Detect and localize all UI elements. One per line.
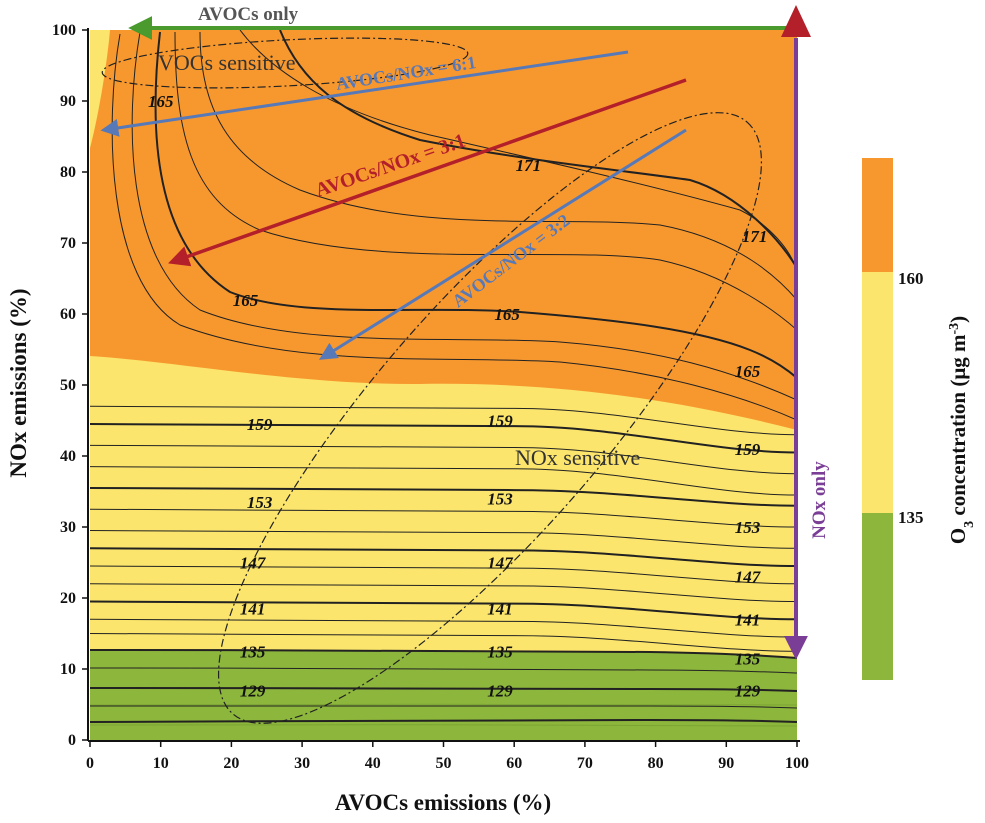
sensitivity-regions [101,37,763,724]
contour-label-159: 159 [247,415,273,434]
x-tick-label: 60 [506,755,522,772]
contour-label-153: 153 [247,493,273,512]
colorbar-title: O3 concentration (μg m-3) [946,316,977,544]
contour-line-minor [90,444,797,475]
contour-label-135: 135 [735,649,761,668]
contour-label-129: 129 [735,681,761,700]
contour-label-165: 165 [233,291,259,310]
contour-thin-d [111,33,797,421]
x-tick-label: 30 [294,755,310,772]
x-tick-label: 90 [718,755,734,772]
y-tick-label: 20 [60,590,76,607]
contour-label-165: 165 [494,305,520,324]
x-axis-title: AVOCs emissions (%) [335,790,551,815]
contour-line-minor [90,633,797,652]
contour-label-129: 129 [487,681,513,700]
y-tick-label: 90 [60,93,76,110]
contour-line-major [90,486,797,507]
x-tick-label: 0 [86,755,94,772]
contour-label-129: 129 [240,681,266,700]
contour-line-major [90,423,797,454]
contour-label-141: 141 [240,600,266,619]
x-tick-label: 50 [436,755,452,772]
contour-line-major [90,547,797,568]
x-ticks: 0 10 20 30 40 50 60 70 80 90 100 [86,741,809,772]
x-tick-label: 40 [365,755,381,772]
colorbar-band-low [862,513,893,680]
contour-label-159: 159 [735,440,761,459]
vocs-sensitive-ellipse [101,37,469,89]
y-ticks: 0 10 20 30 40 50 60 70 80 90 100 [52,22,88,749]
ratio-3-1-arrow [168,78,687,267]
avocs-only-label: AVOCs only [198,4,299,25]
contour-label-147: 147 [735,568,762,587]
contour-line-minor [90,530,797,549]
colorbar-band-high [862,158,893,272]
y-tick-label: 50 [60,377,76,394]
nox-sensitive-ellipse [217,112,763,724]
y-tick-label: 100 [52,22,76,39]
contour-label-153: 153 [487,490,513,509]
y-tick-label: 80 [60,164,76,181]
green-bands [90,703,797,727]
nox-sensitive-label: NOx sensitive [515,445,640,470]
contour-label-141: 141 [735,610,761,629]
colorbar-tick-135: 135 [898,508,924,527]
contour-label-165: 165 [148,92,174,111]
contour-line-minor [90,466,797,496]
contour-label-147: 147 [240,554,267,573]
nox-only-label: NOx only [809,461,830,539]
region-mid [90,356,797,740]
contour-line-minor [90,618,797,638]
y-tick-label: 40 [60,448,76,465]
contour-label-135: 135 [240,642,266,661]
colorbar-band-mid [862,272,893,513]
contour-label-153: 153 [735,518,761,537]
contour-line-minor [90,583,797,603]
region-top-left [90,30,110,148]
contour-mid-thin-a [199,31,797,301]
contour-label-147: 147 [487,554,514,573]
contour-line-minor [90,405,797,436]
contour-label-159: 159 [487,412,513,431]
contour-165-main [154,31,797,379]
y-tick-label: 70 [60,235,76,252]
contour-label-165: 165 [735,362,761,381]
contour-mid-thin-b [174,31,797,331]
colorbar: 160 135 O3 concentration (μg m-3) [862,158,977,680]
contour-line-major [90,600,797,621]
red-triangle-marker [781,5,811,37]
contour-129 [90,687,797,692]
x-tick-label: 20 [223,755,239,772]
y-tick-label: 10 [60,661,76,678]
y-tick-label: 0 [68,732,76,749]
x-tick-label: 100 [785,755,809,772]
contour-line-minor [90,508,797,528]
contour-label-135: 135 [487,642,513,661]
contour-labels: 171 171 165 165 165 165 159 159 159 153 153 153 147 1… [148,92,768,700]
contour-135 [90,649,797,659]
x-tick-label: 10 [153,755,169,772]
filled-regions [90,30,797,740]
ratio-3-2-arrow [318,128,687,360]
y-tick-label: 60 [60,306,76,323]
contour-label-141: 141 [487,600,513,619]
x-tick-label: 80 [648,755,664,772]
contour-label-171: 171 [516,156,542,175]
contour-label-171: 171 [742,227,768,246]
ratio-6-1-arrow [100,50,629,137]
y-tick-label: 30 [60,519,76,536]
y-axis-title: NOx emissions (%) [6,288,31,477]
region-low [90,649,797,740]
colorbar-tick-160: 160 [898,269,924,288]
contour-126 [90,705,797,709]
contour-lines [90,30,797,723]
yellow-contours [90,405,797,652]
contour-132 [90,667,797,674]
vocs-sensitive-label: VOCs sensitive [158,50,296,75]
contour-line-minor [90,565,797,585]
x-tick-label: 70 [577,755,593,772]
